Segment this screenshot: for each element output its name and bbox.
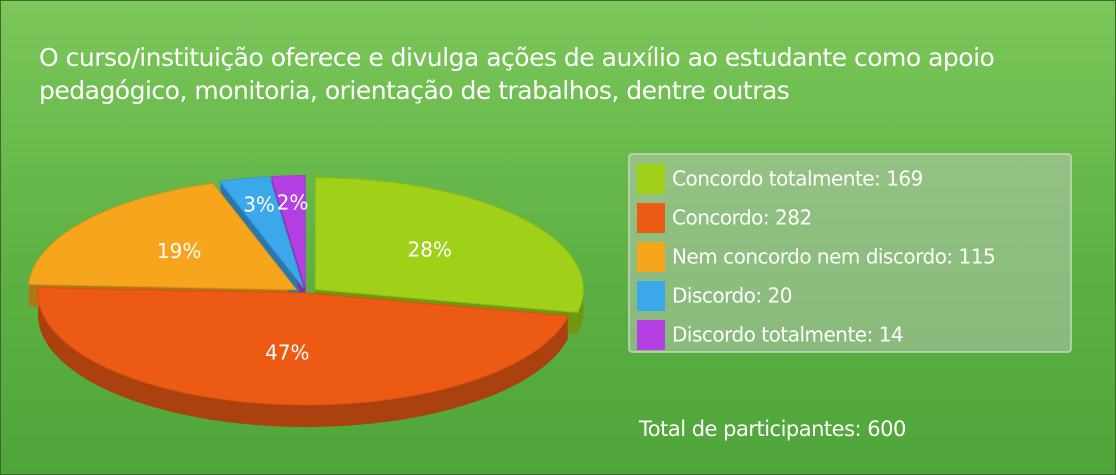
slice bbox=[37, 287, 570, 406]
legend-swatch bbox=[637, 164, 665, 194]
slice bbox=[28, 182, 298, 291]
legend-label: Discordo totalmente: 14 bbox=[672, 323, 903, 347]
legend-swatch bbox=[637, 242, 665, 272]
legend-box bbox=[628, 153, 1072, 353]
total-label: Total de participantes: 600 bbox=[639, 417, 906, 441]
legend-label: Concordo: 282 bbox=[672, 206, 812, 230]
slice bbox=[314, 177, 584, 314]
legend-label: Concordo totalmente: 169 bbox=[672, 167, 923, 191]
legend-swatch bbox=[637, 281, 665, 311]
data-label: 2% bbox=[277, 190, 309, 214]
data-label: 28% bbox=[407, 237, 451, 261]
legend-swatch bbox=[637, 320, 665, 350]
slice bbox=[218, 176, 304, 289]
legend-label: Discordo: 20 bbox=[672, 284, 792, 308]
data-label: 47% bbox=[265, 341, 309, 365]
chart-title: O curso/instituição oferece e divulga aç… bbox=[39, 43, 995, 105]
slice bbox=[270, 175, 306, 288]
legend-swatch bbox=[637, 203, 665, 233]
legend-label: Nem concordo nem discordo: 115 bbox=[672, 245, 995, 269]
data-label: 19% bbox=[157, 239, 201, 263]
data-label: 3% bbox=[243, 192, 275, 216]
